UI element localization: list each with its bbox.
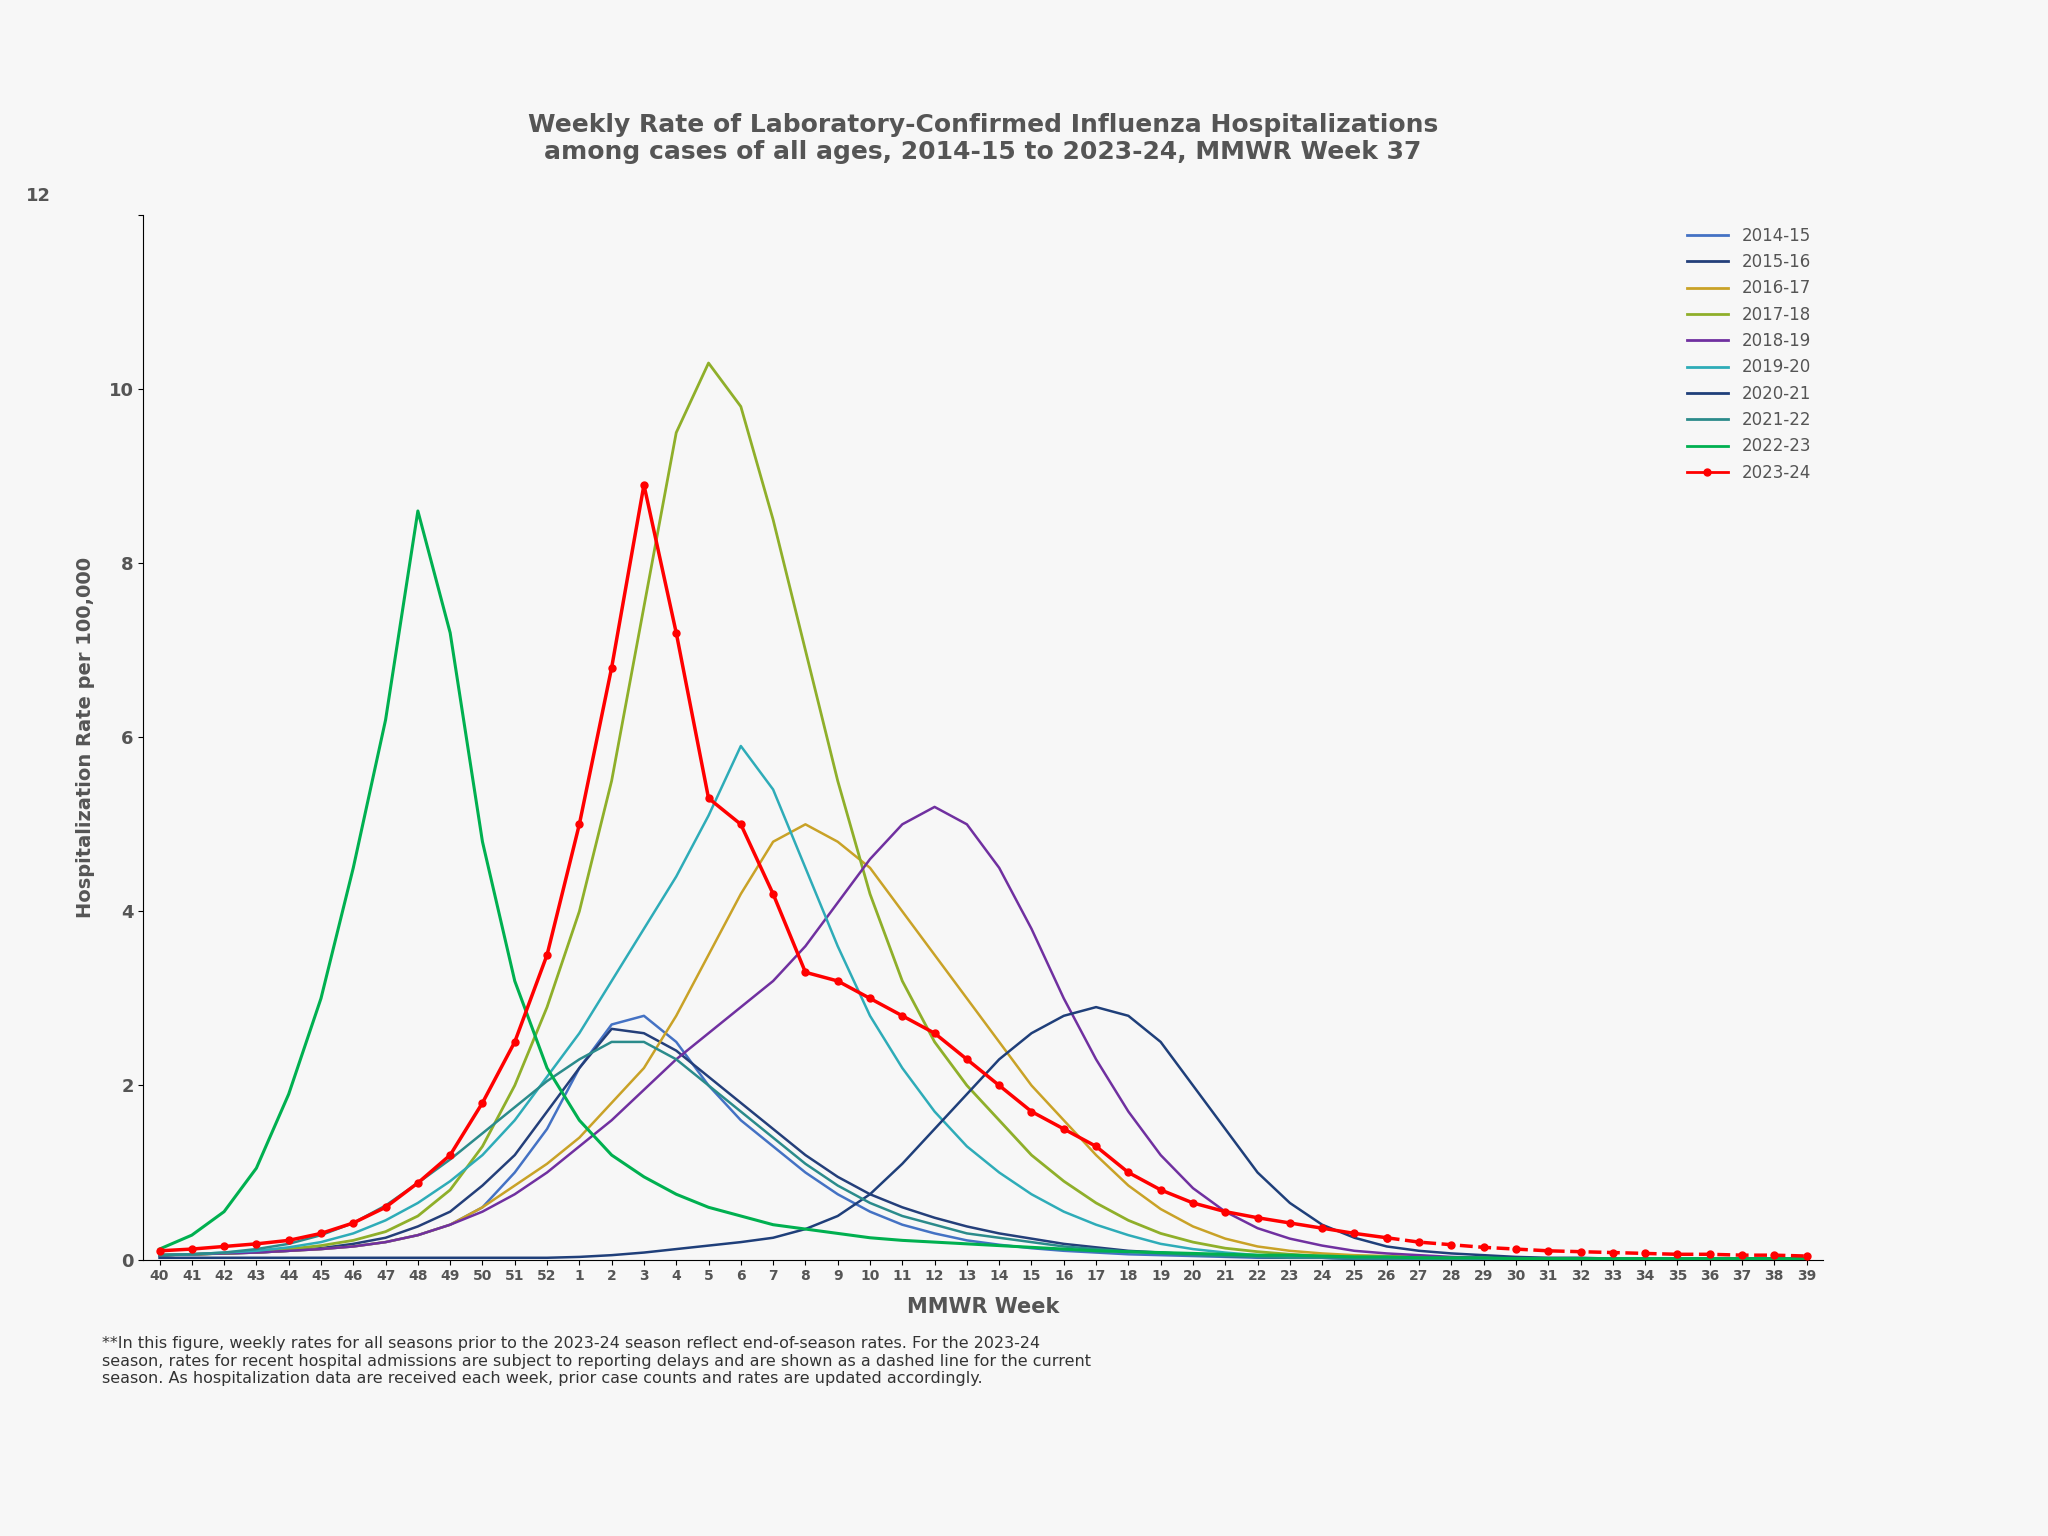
Title: Weekly Rate of Laboratory-Confirmed Influenza Hospitalizations
among cases of al: Weekly Rate of Laboratory-Confirmed Infl…	[528, 112, 1438, 164]
Text: **In this figure, weekly rates for all seasons prior to the 2023-24 season refle: **In this figure, weekly rates for all s…	[102, 1336, 1092, 1385]
Y-axis label: Hospitalization Rate per 100,000: Hospitalization Rate per 100,000	[76, 556, 94, 919]
Legend: 2014-15, 2015-16, 2016-17, 2017-18, 2018-19, 2019-20, 2020-21, 2021-22, 2022-23,: 2014-15, 2015-16, 2016-17, 2017-18, 2018…	[1679, 220, 1819, 488]
Text: 12: 12	[27, 186, 51, 204]
X-axis label: MMWR Week: MMWR Week	[907, 1296, 1059, 1318]
